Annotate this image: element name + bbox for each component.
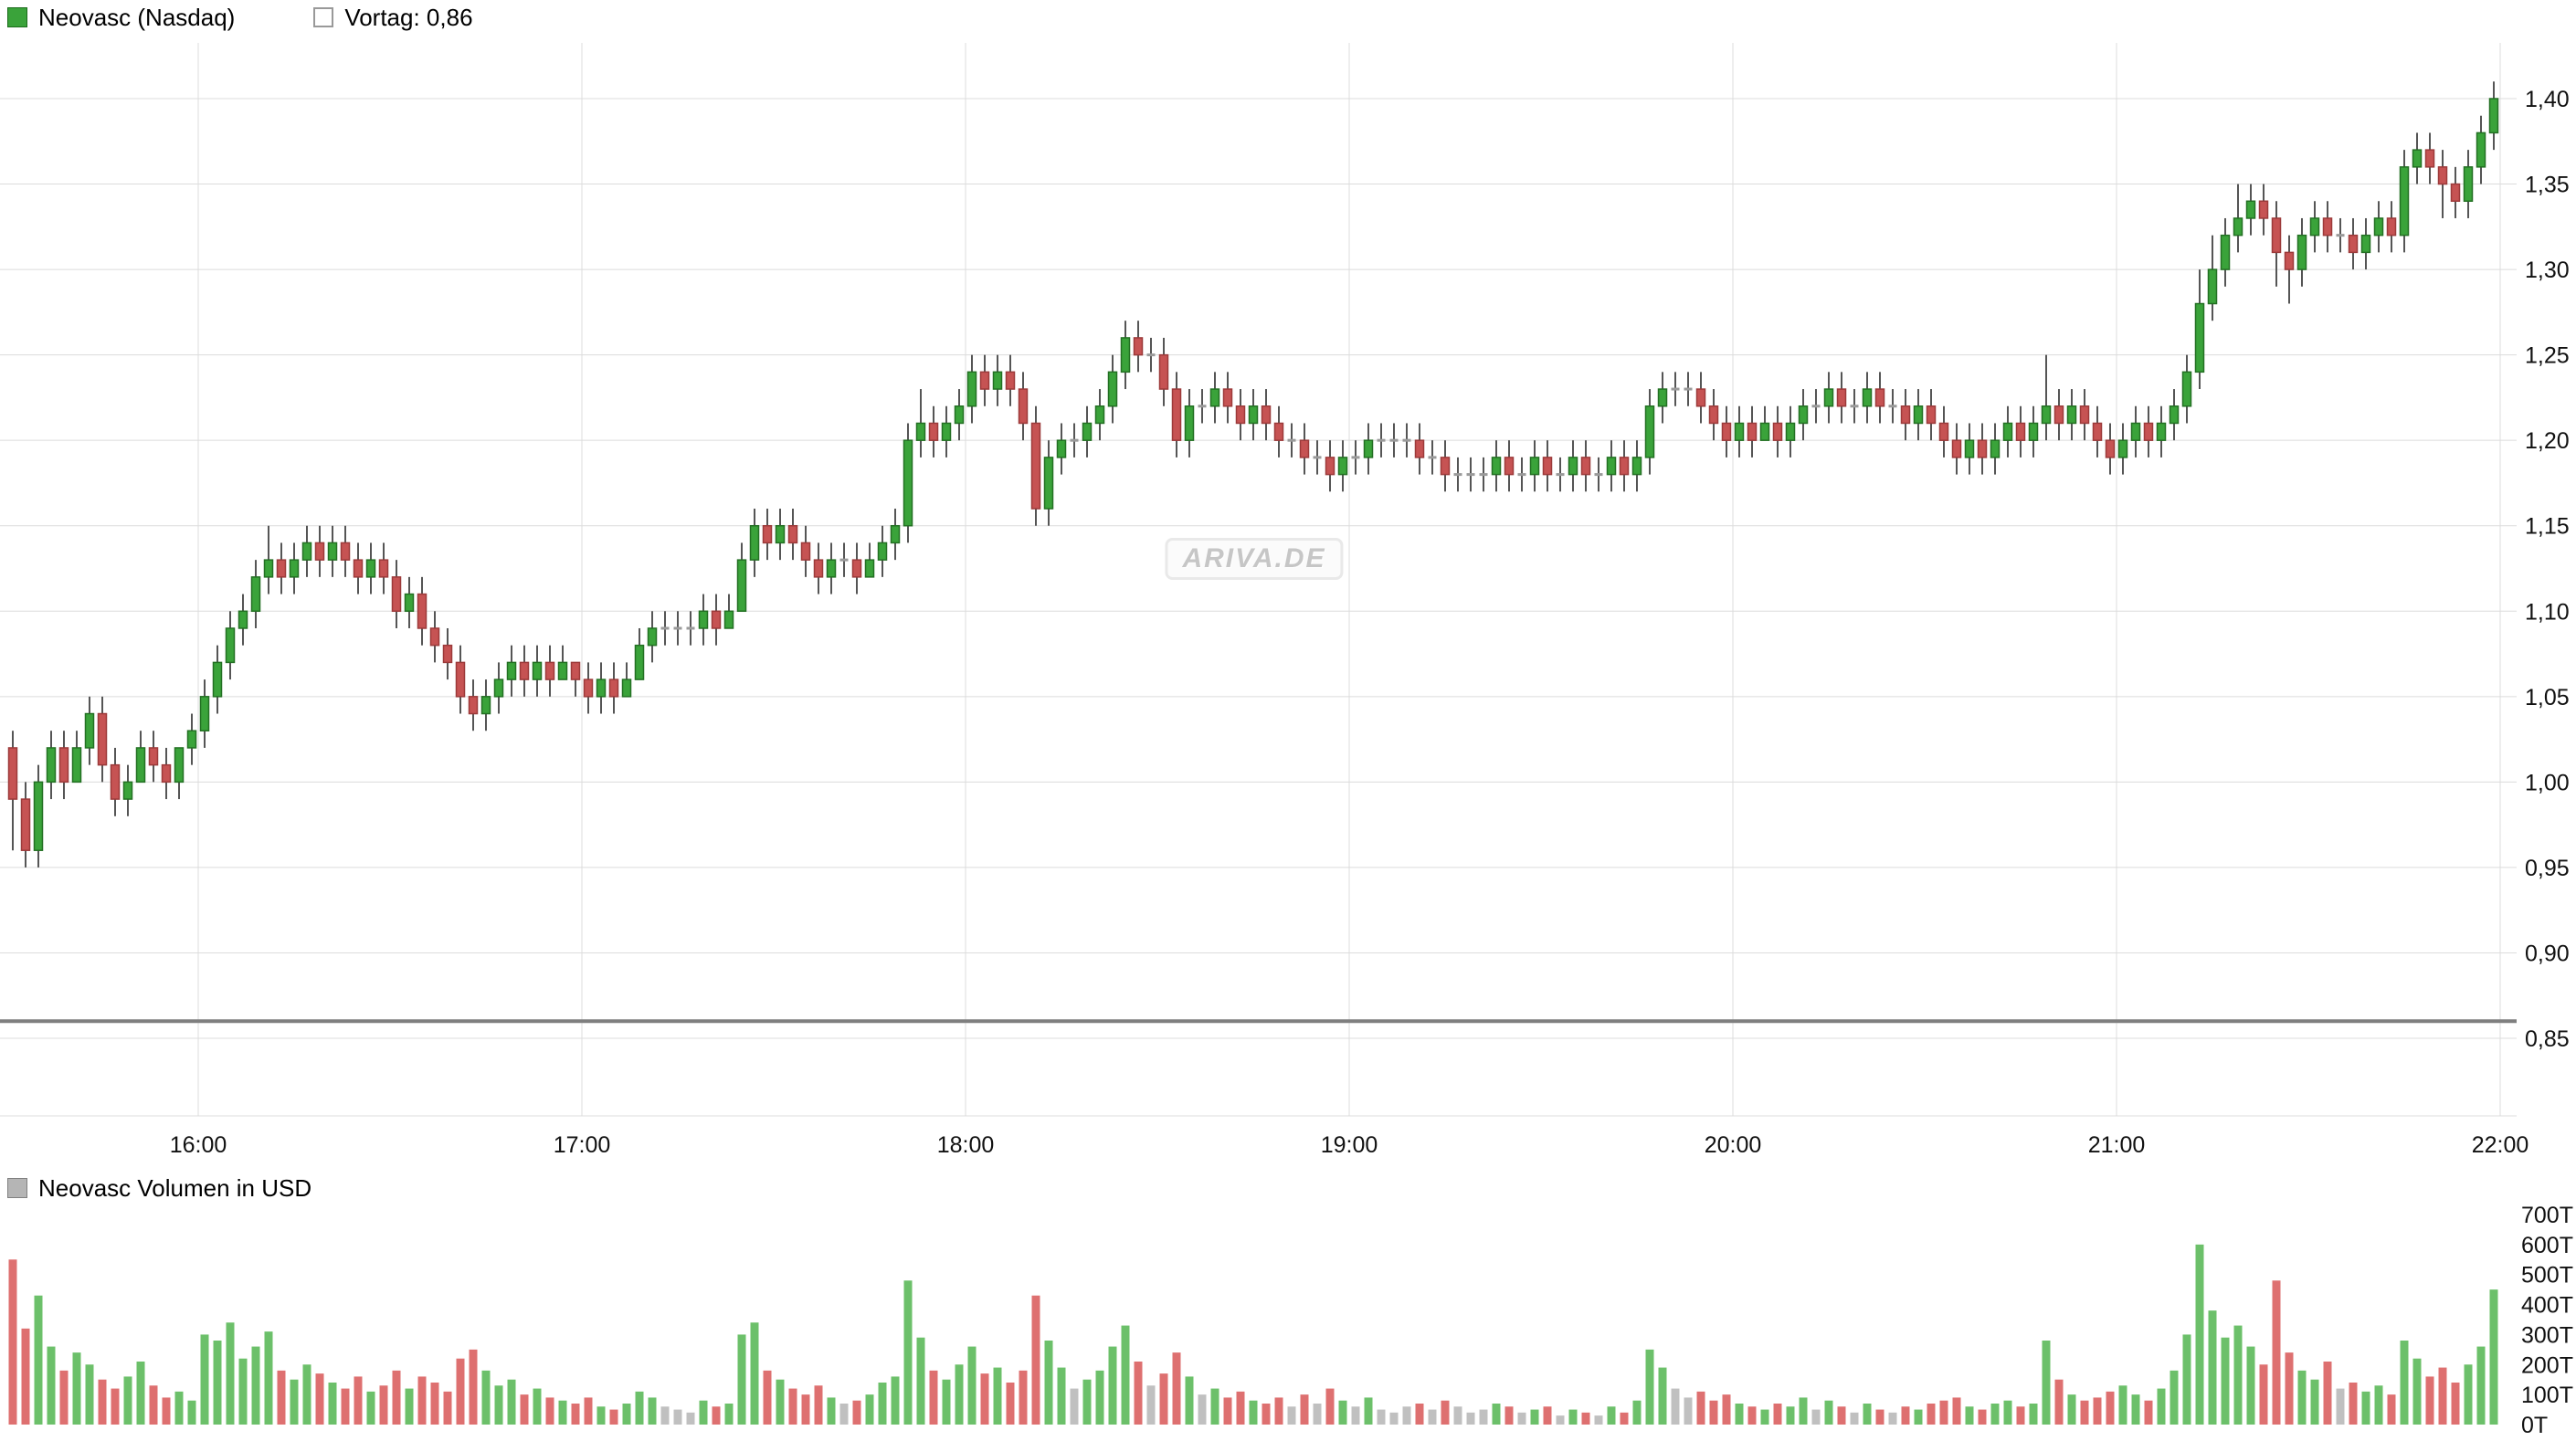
svg-text:19:00: 19:00 xyxy=(1321,1132,1378,1158)
svg-text:1,10: 1,10 xyxy=(2525,599,2570,625)
svg-text:100T: 100T xyxy=(2521,1383,2573,1408)
candles-layer xyxy=(7,81,2499,868)
svg-text:22:00: 22:00 xyxy=(2472,1132,2529,1158)
svg-text:700T: 700T xyxy=(2521,1203,2573,1228)
price-axis-labels: 1,40 1,35 1,30 1,25 1,20 1,15 1,10 1,05 1,00 0,95… xyxy=(2525,87,2570,1052)
svg-text:0,95: 0,95 xyxy=(2525,856,2570,881)
svg-text:0,90: 0,90 xyxy=(2525,941,2570,966)
svg-text:400T: 400T xyxy=(2521,1293,2573,1319)
svg-text:1,20: 1,20 xyxy=(2525,428,2570,454)
svg-text:17:00: 17:00 xyxy=(554,1132,611,1158)
svg-text:200T: 200T xyxy=(2521,1352,2573,1378)
svg-text:1,15: 1,15 xyxy=(2525,514,2570,540)
svg-text:300T: 300T xyxy=(2521,1322,2573,1348)
svg-text:1,00: 1,00 xyxy=(2525,770,2570,795)
svg-text:0,85: 0,85 xyxy=(2525,1026,2570,1052)
vortag-swatch xyxy=(313,7,334,27)
svg-text:500T: 500T xyxy=(2521,1263,2573,1288)
ariva-watermark: ARIVA.DE xyxy=(1165,538,1344,580)
volume-legend: Neovasc Volumen in USD xyxy=(7,1176,311,1200)
series-color-swatch xyxy=(7,7,27,27)
svg-text:1,40: 1,40 xyxy=(2525,87,2570,112)
volume-label: Neovasc Volumen in USD xyxy=(38,1174,312,1202)
svg-text:600T: 600T xyxy=(2521,1233,2573,1258)
price-gridlines xyxy=(0,98,2517,1117)
svg-text:1,25: 1,25 xyxy=(2525,343,2570,369)
svg-text:1,35: 1,35 xyxy=(2525,173,2570,198)
svg-text:18:00: 18:00 xyxy=(937,1132,995,1158)
volume-bars-layer xyxy=(8,1244,2498,1425)
vortag-label: Vortag: 0,86 xyxy=(344,4,473,31)
svg-text:1,05: 1,05 xyxy=(2525,685,2570,710)
svg-text:21:00: 21:00 xyxy=(2088,1132,2146,1158)
main-chart-legend: Neovasc (Nasdaq) Vortag: 0,86 xyxy=(7,5,473,29)
svg-text:0T: 0T xyxy=(2521,1413,2548,1438)
time-gridlines xyxy=(197,43,2501,1116)
volume-axis-labels: 700T 600T 500T 400T 300T 200T 100T 0T xyxy=(2521,1203,2573,1438)
series-label: Neovasc (Nasdaq) xyxy=(38,4,236,31)
volume-color-swatch xyxy=(7,1178,27,1198)
svg-text:1,30: 1,30 xyxy=(2525,258,2570,283)
svg-text:20:00: 20:00 xyxy=(1705,1132,1762,1158)
svg-text:16:00: 16:00 xyxy=(170,1132,227,1158)
time-axis-labels: 16:00 17:00 18:00 19:00 20:00 21:00 22:00 xyxy=(170,1132,2529,1158)
